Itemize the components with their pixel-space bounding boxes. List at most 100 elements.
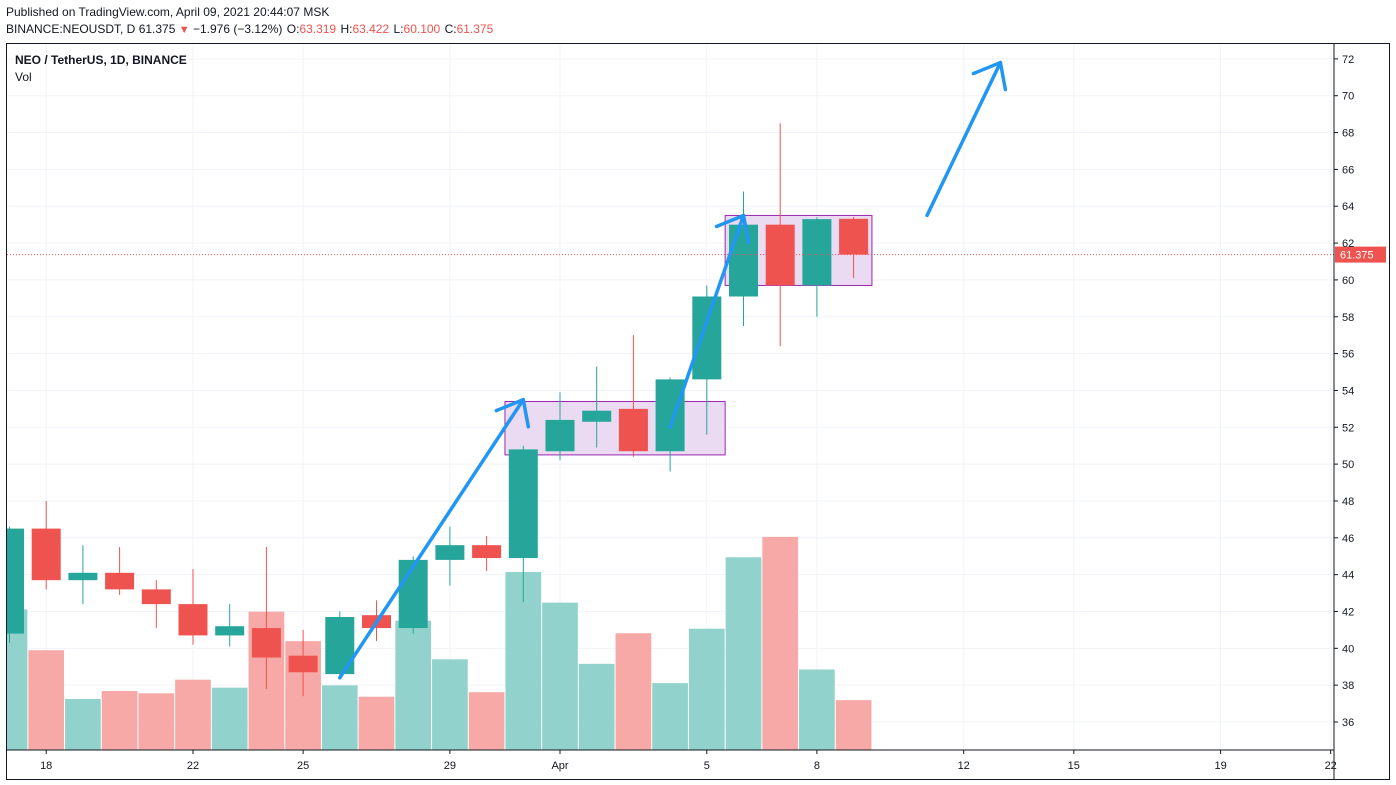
last-price-tag-label: 61.375 xyxy=(1340,250,1374,262)
open-value: 63.319 xyxy=(299,22,337,36)
candle-body xyxy=(802,219,832,286)
volume-bar xyxy=(688,628,725,750)
last-price-tag xyxy=(1335,246,1386,263)
volume-bar xyxy=(101,691,138,750)
candle-body xyxy=(68,572,98,581)
y-tick-label: 36 xyxy=(1342,717,1354,729)
x-tick-label: 8 xyxy=(814,760,820,772)
candle-body xyxy=(105,572,135,590)
x-tick-label: 15 xyxy=(1068,760,1080,772)
candle-body xyxy=(398,559,428,629)
volume-bar xyxy=(652,683,688,750)
trend-arrow-head xyxy=(714,213,751,245)
candle-body xyxy=(178,604,208,636)
high-label: H: xyxy=(340,22,353,36)
y-tick-label: 62 xyxy=(1342,238,1354,250)
y-tick-label: 44 xyxy=(1342,570,1354,582)
candle-body xyxy=(288,655,318,673)
candle-body xyxy=(251,628,281,658)
candle-body xyxy=(655,379,685,452)
volume-bar xyxy=(138,693,175,750)
candle-body xyxy=(692,296,722,380)
close-value: 61.375 xyxy=(456,22,494,36)
x-tick-label: 22 xyxy=(1325,760,1337,772)
volume-bar xyxy=(65,698,101,750)
candle-body xyxy=(545,419,575,452)
y-tick-label: 68 xyxy=(1342,128,1354,140)
symbol-label: BINANCE:NEOUSDT, D xyxy=(6,22,136,36)
x-tick-label: 25 xyxy=(297,760,309,772)
trend-arrow-line xyxy=(925,60,1003,218)
volume-bar xyxy=(578,663,615,750)
x-tick-label: 18 xyxy=(40,760,52,772)
volume-legend: Vol xyxy=(15,70,32,84)
y-tick-label: 42 xyxy=(1342,606,1354,618)
candle-body xyxy=(31,528,61,581)
candles xyxy=(7,123,869,697)
change-value: −1.976 (−3.12%) xyxy=(192,22,283,36)
y-tick-label: 70 xyxy=(1342,91,1354,103)
volume-bars xyxy=(7,536,872,750)
volume-bar xyxy=(28,650,65,750)
y-tick-label: 52 xyxy=(1342,422,1354,434)
y-tick-label: 72 xyxy=(1342,54,1354,66)
time-axis: 18 22 25 29 Apr 5 8 12 15 19 22 xyxy=(7,749,1337,772)
candle-body xyxy=(472,545,502,559)
published-caption: Published on TradingView.com, April 09, … xyxy=(6,5,330,19)
candle-body xyxy=(508,449,538,559)
volume-bar xyxy=(358,696,395,750)
trend-arrow-line xyxy=(668,213,746,430)
y-tick-label: 46 xyxy=(1342,533,1354,545)
volume-bar xyxy=(835,700,872,750)
volume-bar xyxy=(542,602,578,750)
volume-bar xyxy=(725,557,762,750)
y-tick-label: 64 xyxy=(1342,201,1354,213)
trend-arrow-line xyxy=(338,397,526,680)
close-label: C: xyxy=(444,22,457,36)
y-tick-label: 56 xyxy=(1342,349,1354,361)
candle-body xyxy=(582,410,612,422)
volume-bar xyxy=(432,659,468,750)
volume-bar xyxy=(799,669,835,750)
trend-arrow-head xyxy=(494,397,531,429)
candle-body xyxy=(618,408,648,452)
y-tick-label: 40 xyxy=(1342,643,1354,655)
x-tick-label: 29 xyxy=(444,760,456,772)
volume-bar xyxy=(175,679,211,750)
y-tick-label: 66 xyxy=(1342,164,1354,176)
candle-body xyxy=(435,545,465,560)
x-tick-label: 5 xyxy=(704,760,710,772)
x-tick-label: 12 xyxy=(958,760,970,772)
chart-pane[interactable] xyxy=(6,43,1390,780)
candle-body xyxy=(141,589,171,605)
down-arrow-icon: ▼ xyxy=(178,24,190,36)
low-label: L: xyxy=(393,22,404,36)
low-value: 60.100 xyxy=(403,22,441,36)
candle-body xyxy=(839,218,869,255)
candle-body xyxy=(765,224,795,286)
y-tick-label: 48 xyxy=(1342,496,1354,508)
last-price-line: 61.375 xyxy=(7,246,1386,263)
x-tick-label: 22 xyxy=(187,760,199,772)
price-axis: 36 38 40 42 44 46 48 50 52 54 56 58 60 62 64 66 68 70 72 xyxy=(1333,44,1354,780)
candle-body xyxy=(729,224,758,297)
volume-bar xyxy=(468,692,505,750)
x-tick-label: Apr xyxy=(551,760,568,772)
volume-bar xyxy=(211,687,248,750)
trend-arrow-head xyxy=(971,60,1008,92)
volume-bar xyxy=(615,633,652,750)
volume-bar xyxy=(321,685,358,750)
open-label: O: xyxy=(286,22,300,36)
y-tick-label: 38 xyxy=(1342,680,1354,692)
candle-body xyxy=(215,626,245,636)
high-value: 63.422 xyxy=(352,22,390,36)
volume-bar xyxy=(7,609,28,750)
volume-bar xyxy=(762,536,799,750)
candle-body xyxy=(7,528,24,634)
symbol-quote-line: BINANCE:NEOUSDT, D 61.375 ▼ −1.976 (−3.1… xyxy=(6,22,493,38)
y-tick-label: 58 xyxy=(1342,312,1354,324)
y-tick-label: 54 xyxy=(1342,385,1354,397)
arrow-annotations xyxy=(338,60,1008,680)
y-tick-label: 50 xyxy=(1342,459,1354,471)
